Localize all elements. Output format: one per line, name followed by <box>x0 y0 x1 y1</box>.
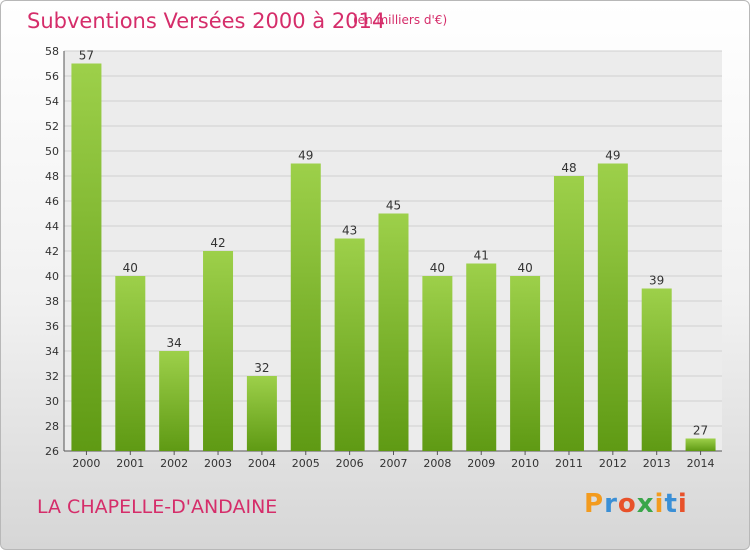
bar-chart: 26 28 30 32 34 36 38 40 42 44 46 48 50 52 54 56 58 57 200… <box>45 45 722 470</box>
data-label-2006: 43 <box>342 224 357 238</box>
logo-letter: i <box>654 489 665 519</box>
bar-2000 <box>71 63 102 451</box>
logo-letter: i <box>677 489 688 519</box>
x-tick-label-2005: 2005 <box>292 457 320 470</box>
data-label-2010: 40 <box>517 261 532 275</box>
data-label-2005: 49 <box>298 149 313 163</box>
bar-2012 <box>597 163 628 451</box>
bar-2002 <box>159 351 190 451</box>
chart-title: Subventions Versées 2000 à 2014 <box>27 9 386 33</box>
data-label-2011: 48 <box>561 161 576 175</box>
data-label-2002: 34 <box>167 336 182 350</box>
x-tick-label-2000: 2000 <box>72 457 100 470</box>
x-tick-label-2008: 2008 <box>423 457 451 470</box>
x-tick-label-2012: 2012 <box>599 457 627 470</box>
y-tick-label: 34 <box>45 345 59 358</box>
y-tick-label: 50 <box>45 145 59 158</box>
y-tick-label: 58 <box>45 45 59 58</box>
y-tick-label: 42 <box>45 245 59 258</box>
bar-2009 <box>466 263 497 451</box>
data-label-2009: 41 <box>474 249 489 263</box>
commune-name: LA CHAPELLE-D'ANDAINE <box>37 496 278 518</box>
y-tick-label: 26 <box>45 445 59 458</box>
bar-2003 <box>203 251 234 451</box>
bar-2010 <box>510 276 541 451</box>
x-tick-label-2004: 2004 <box>248 457 276 470</box>
x-tick-label-2011: 2011 <box>555 457 583 470</box>
bar-2006 <box>334 238 365 451</box>
y-tick-label: 46 <box>45 195 59 208</box>
x-tick-label-2009: 2009 <box>467 457 495 470</box>
y-tick-label: 30 <box>45 395 59 408</box>
data-label-2001: 40 <box>123 261 138 275</box>
y-tick-label: 36 <box>45 320 59 333</box>
y-tick-label: 32 <box>45 370 59 383</box>
data-label-2012: 49 <box>605 149 620 163</box>
x-tick-label-2014: 2014 <box>687 457 715 470</box>
bar-2013 <box>641 288 672 451</box>
data-label-2003: 42 <box>210 236 225 250</box>
bar-2001 <box>115 276 146 451</box>
x-tick-label-2001: 2001 <box>116 457 144 470</box>
data-label-2004: 32 <box>254 361 269 375</box>
bar-2011 <box>553 176 584 451</box>
x-tick-label-2006: 2006 <box>336 457 364 470</box>
y-tick-label: 38 <box>45 295 59 308</box>
y-tick-label: 54 <box>45 95 59 108</box>
logo-letter: r <box>604 489 618 519</box>
x-tick-label-2002: 2002 <box>160 457 188 470</box>
data-label-2000: 57 <box>79 49 94 63</box>
x-tick-label-2013: 2013 <box>643 457 671 470</box>
bar-2008 <box>422 276 453 451</box>
bar-2014 <box>685 438 716 451</box>
bar-2005 <box>290 163 321 451</box>
x-tick-label-2010: 2010 <box>511 457 539 470</box>
y-tick-label: 28 <box>45 420 59 433</box>
logo-letter: x <box>636 489 655 519</box>
x-tick-label-2007: 2007 <box>380 457 408 470</box>
y-tick-label: 52 <box>45 120 59 133</box>
data-label-2013: 39 <box>649 274 664 288</box>
bar-2007 <box>378 213 409 451</box>
proxiti-logo: Proxiti <box>584 489 688 519</box>
logo-letter: o <box>617 489 637 519</box>
data-label-2007: 45 <box>386 199 401 213</box>
logo-letter: P <box>584 489 605 519</box>
y-tick-label: 40 <box>45 270 59 283</box>
x-tick-label-2003: 2003 <box>204 457 232 470</box>
data-label-2008: 40 <box>430 261 445 275</box>
bar-2004 <box>246 376 277 451</box>
logo-letter: t <box>664 489 678 519</box>
chart-unit-note: (en milliers d'€) <box>353 13 448 27</box>
y-tick-label: 56 <box>45 70 59 83</box>
y-tick-label: 44 <box>45 220 59 233</box>
y-tick-label: 48 <box>45 170 59 183</box>
data-label-2014: 27 <box>693 424 708 438</box>
